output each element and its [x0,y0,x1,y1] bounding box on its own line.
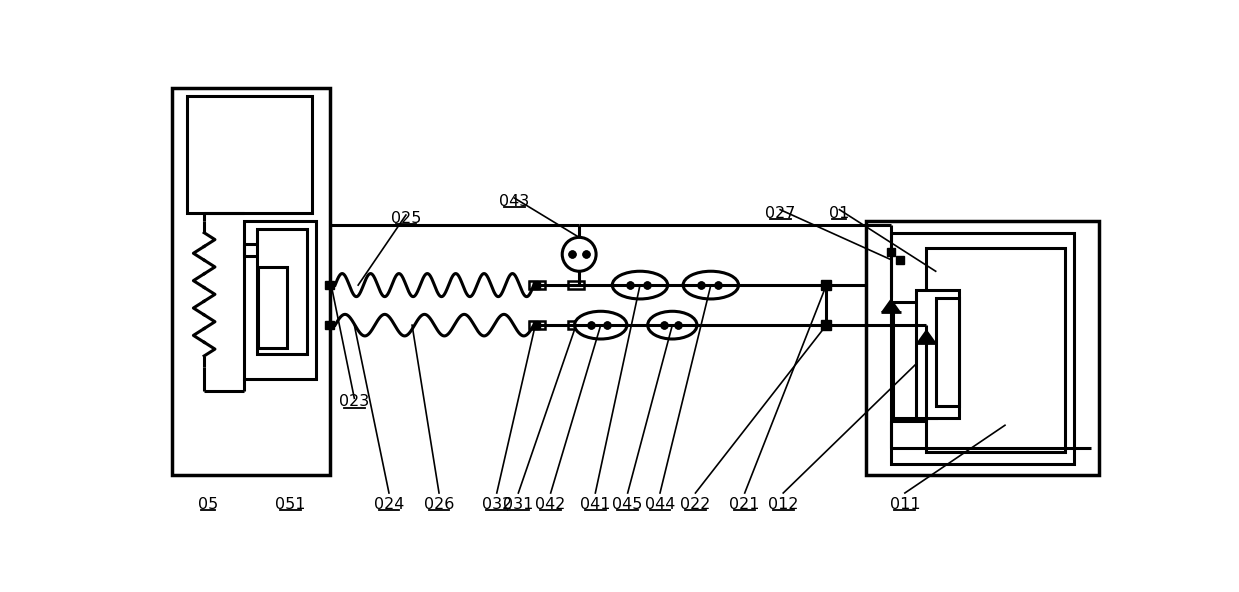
Bar [927,248,1066,452]
Text: 05: 05 [198,497,218,512]
Ellipse shape [683,271,738,299]
Bar [533,282,540,288]
Text: 011: 011 [890,497,921,512]
Bar [533,321,540,329]
Polygon shape [917,329,937,343]
Bar [917,291,959,417]
Bar [172,88,330,475]
Bar [258,268,287,348]
Text: 044: 044 [644,497,675,512]
Bar [187,96,312,214]
Text: 043: 043 [499,194,529,209]
Bar [244,221,316,379]
Text: 032: 032 [482,497,512,512]
Bar [866,221,1099,475]
Ellipse shape [612,271,668,299]
Text: 026: 026 [424,497,455,512]
Bar [529,321,544,329]
Text: 023: 023 [339,394,369,410]
Bar [569,321,584,329]
Ellipse shape [648,311,698,339]
Bar [887,248,895,256]
Bar [569,281,584,289]
Text: 031: 031 [503,497,534,512]
Text: 045: 045 [612,497,643,512]
Ellipse shape [575,311,627,339]
Text: 027: 027 [764,206,795,221]
Bar [326,281,335,289]
Text: 012: 012 [768,497,798,512]
Text: 042: 042 [535,497,566,512]
Text: 025: 025 [390,211,421,226]
Text: 01: 01 [829,206,850,221]
Text: 041: 041 [580,497,611,512]
Polygon shape [881,298,901,312]
Text: 024: 024 [374,497,404,512]
Bar [821,280,831,290]
Bar [893,302,935,417]
Text: 022: 022 [680,497,711,512]
Bar [896,256,904,263]
Bar [529,321,538,329]
Bar [256,229,306,355]
Bar [326,321,335,329]
Bar [529,281,544,289]
Bar [821,320,831,330]
Text: 051: 051 [275,497,306,512]
Bar [935,298,959,406]
Bar [891,233,1074,464]
Text: 021: 021 [730,497,760,512]
Bar [529,281,538,289]
